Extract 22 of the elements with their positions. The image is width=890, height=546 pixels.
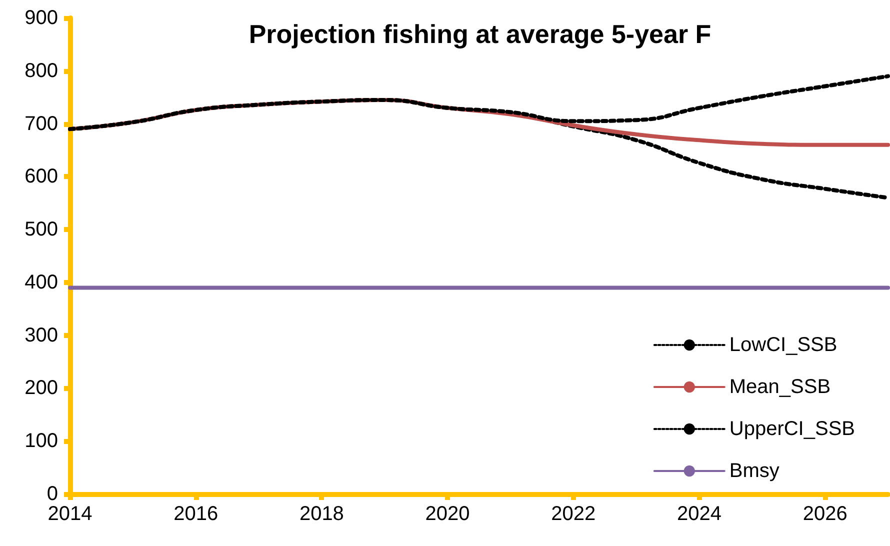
y-tick-label: 100 xyxy=(24,430,58,452)
x-tick-label: 2020 xyxy=(425,503,470,525)
x-tick-label: 2014 xyxy=(48,503,92,525)
y-tick-label: 0 xyxy=(46,483,58,505)
legend-label: Mean_SSB xyxy=(729,376,831,398)
y-tick-label: 900 xyxy=(24,7,58,29)
x-tick-label: 2022 xyxy=(551,503,596,525)
x-tick-label: 2016 xyxy=(174,503,218,525)
y-tick-label: 400 xyxy=(24,271,58,294)
y-tick-label: 200 xyxy=(24,377,58,400)
x-tick-label: 2018 xyxy=(299,503,344,525)
y-tick-label: 600 xyxy=(24,166,58,188)
y-tick-label: 800 xyxy=(24,60,58,82)
legend-label: Bmsy xyxy=(729,460,780,482)
y-tick-label: 500 xyxy=(24,218,58,241)
y-tick-label: 700 xyxy=(24,112,58,135)
legend-label: LowCI_SSB xyxy=(729,334,838,356)
x-tick-label: 2024 xyxy=(676,503,722,525)
chart-title: Projection fishing at average 5-year F xyxy=(248,19,712,49)
y-tick-label: 300 xyxy=(24,324,58,346)
x-tick-label: 2026 xyxy=(802,503,848,525)
legend-label: UpperCI_SSB xyxy=(729,418,856,440)
